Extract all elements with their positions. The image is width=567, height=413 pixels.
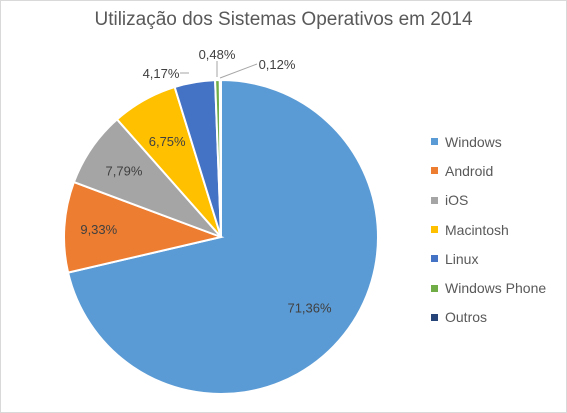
legend-swatch [431, 284, 438, 292]
legend-item-android: Android [431, 156, 546, 185]
legend-swatch [431, 138, 438, 146]
legend-label: Windows Phone [445, 280, 547, 297]
legend-label: Macintosh [445, 221, 509, 238]
legend-item-macintosh: Macintosh [431, 215, 546, 244]
legend-label: iOS [445, 192, 469, 209]
data-label-android: 9,33% [80, 222, 117, 237]
chart-title: Utilização dos Sistemas Operativos em 20… [94, 9, 473, 30]
legend-swatch [431, 167, 438, 175]
legend-item-outros: Outros [431, 303, 546, 332]
data-label-linux: 4,17% [143, 66, 180, 81]
legend-swatch [431, 196, 438, 204]
legend-item-windows: Windows [431, 127, 546, 156]
legend-item-ios: iOS [431, 186, 546, 215]
legend-label: Outros [445, 309, 488, 326]
pie-slice-outros [218, 78, 222, 238]
data-label-windows-phone: 0,48% [199, 47, 236, 62]
legend-swatch [431, 313, 438, 321]
legend-label: Windows [445, 133, 502, 150]
legend-label: Linux [445, 250, 479, 267]
data-label-macintosh: 6,75% [149, 134, 186, 149]
pie-slice-android [63, 180, 225, 274]
data-label-outros: 0,12% [259, 57, 296, 72]
legend-label: Android [445, 162, 494, 179]
legend: Windows Android iOS Macintosh Linux Windows P… [431, 127, 546, 332]
data-label-windows: 71,36% [287, 300, 332, 315]
legend-item-windows-phone: Windows Phone [431, 273, 546, 302]
data-label-ios: 7,79% [106, 163, 143, 178]
legend-item-linux: Linux [431, 244, 546, 273]
legend-swatch [431, 255, 438, 263]
leader-line-outros [219, 63, 258, 79]
legend-swatch [431, 226, 438, 234]
